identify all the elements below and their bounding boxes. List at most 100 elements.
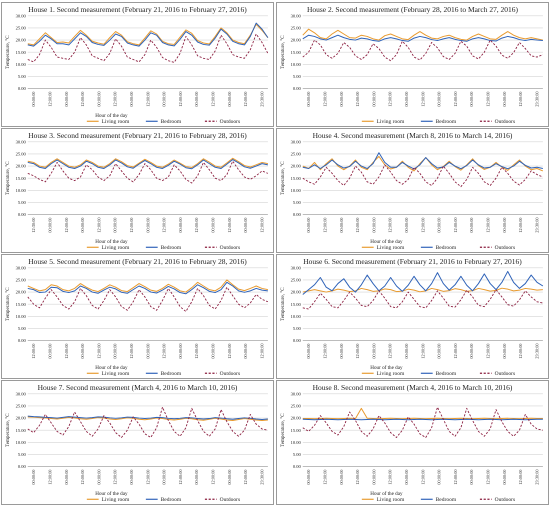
y-tick-label: 30.00 — [291, 391, 302, 396]
x-tick-label: 00:00:00 — [227, 470, 232, 485]
x-tick-label: 00:00:00 — [469, 92, 474, 107]
chart-title: House 7. Second measurement (March 4, 20… — [38, 383, 238, 392]
x-tick-label: 00:00:00 — [145, 218, 150, 233]
legend-label: Outdoors — [495, 245, 515, 251]
x-tick-label: 12:00:00 — [64, 344, 69, 359]
x-tick-label: 12:00:00 — [388, 344, 393, 359]
y-axis-label: Temperature, °C — [279, 161, 286, 195]
series-line-outdoors — [27, 406, 268, 438]
series-line-living-room — [302, 407, 543, 420]
y-tick-label: 15.00 — [16, 428, 27, 433]
x-tick-label: 00:00:00 — [113, 218, 118, 233]
y-tick-label: 15.00 — [291, 428, 302, 433]
legend-label: Bedroom — [436, 371, 457, 377]
legend-label: Living room — [377, 497, 405, 503]
x-tick-label: 12:00:00 — [259, 218, 264, 233]
y-tick-label: 20.00 — [291, 164, 302, 169]
x-tick-label: 12:00:00 — [113, 470, 118, 485]
x-tick-label: 12:00:00 — [31, 344, 36, 359]
x-tick-label: 00:00:00 — [129, 92, 134, 107]
x-tick-label: 00:00:00 — [80, 218, 85, 233]
chart-panel-house-6: House 6. Second measurement (February 21… — [276, 254, 549, 379]
y-tick-label: 5.00 — [18, 326, 27, 331]
x-tick-label: 00:00:00 — [306, 344, 311, 359]
chart-panel-house-7: House 7. Second measurement (March 4, 20… — [1, 380, 274, 505]
x-tick-label: 00:00:00 — [178, 344, 183, 359]
legend-label: Living room — [102, 119, 130, 125]
y-tick-label: 30.00 — [16, 265, 27, 270]
x-tick-label: 00:00:00 — [339, 344, 344, 359]
x-tick-label: 00:00:00 — [306, 470, 311, 485]
chart-title: House 8. Second measurement (March 4, 20… — [313, 383, 513, 392]
legend-label: Living room — [377, 371, 405, 377]
series-line-outdoors — [27, 33, 269, 63]
chart-panel-house-4: House 4. Second measurement (March 8, 20… — [276, 128, 549, 253]
series-line-bedroom — [27, 22, 269, 47]
legend-label: Outdoors — [495, 119, 515, 125]
chart-panel-house-3: House 3. Second measurement (February 21… — [1, 128, 274, 253]
x-tick-label: 23:30:00 — [259, 92, 264, 107]
x-tick-label: 12:00:00 — [145, 470, 150, 485]
chart-title: House 2. Second measurement (February 28… — [307, 5, 518, 14]
y-tick-label: 15.00 — [291, 302, 302, 307]
x-tick-label: 00:00:00 — [80, 344, 85, 359]
legend-label: Bedroom — [161, 245, 182, 251]
x-tick-label: 12:00:00 — [129, 218, 134, 233]
x-tick-label: 12:00:00 — [227, 218, 232, 233]
x-tick-label: 00:00:00 — [404, 470, 409, 485]
y-axis-label: Temperature, °C — [4, 413, 11, 447]
x-tick-label: 00:00:00 — [437, 470, 442, 485]
x-tick-label: 12:00:00 — [322, 344, 327, 359]
x-tick-label: 00:00:00 — [404, 218, 409, 233]
x-tick-label: 12:00:00 — [355, 92, 360, 107]
x-tick-label: 00:00:00 — [178, 218, 183, 233]
legend-label: Living room — [102, 371, 130, 377]
x-tick-label: 12:00:00 — [194, 344, 199, 359]
x-tick-label: 12:00:00 — [453, 92, 458, 107]
x-tick-label: 12:00:00 — [453, 470, 458, 485]
chart-panel-house-5: House 5. Second measurement (February 21… — [1, 254, 274, 379]
legend-label: Outdoors — [220, 245, 240, 251]
x-tick-label: 23:30:00 — [534, 92, 539, 107]
series-line-outdoors — [27, 286, 269, 312]
chart-svg: House 7. Second measurement (March 4, 20… — [4, 383, 268, 503]
series-line-bedroom — [302, 152, 543, 170]
chart-panel-house-2: House 2. Second measurement (February 28… — [276, 2, 549, 127]
x-tick-label: 12:00:00 — [518, 218, 523, 233]
legend-label: Outdoors — [495, 371, 515, 377]
x-tick-label: 12:00:00 — [518, 470, 523, 485]
y-tick-label: 10.00 — [16, 188, 27, 193]
x-tick-label: 00:00:00 — [243, 218, 248, 233]
y-tick-label: 15.00 — [291, 50, 302, 55]
series-line-bedroom — [27, 159, 268, 170]
x-tick-label: 00:00:00 — [404, 92, 409, 107]
x-tick-label: 23:30:00 — [534, 218, 539, 233]
chart-panel-house-1: House 1. Second measurement (February 21… — [1, 2, 274, 127]
x-tick-label: 12:00:00 — [80, 92, 85, 107]
x-axis-label: Hour of the day — [95, 112, 128, 119]
chart-svg: House 3. Second measurement (February 21… — [4, 131, 269, 251]
y-tick-label: 5.00 — [293, 326, 302, 331]
x-tick-label: 12:00:00 — [355, 218, 360, 233]
series-line-bedroom — [27, 415, 268, 421]
series-line-living-room — [27, 157, 268, 169]
y-tick-label: 30.00 — [291, 13, 302, 18]
series-line-outdoors — [302, 289, 543, 310]
legend-label: Bedroom — [161, 119, 182, 125]
x-axis-label: Hour of the day — [370, 364, 403, 371]
chart-svg: House 6. Second measurement (February 21… — [279, 257, 544, 377]
y-tick-label: 10.00 — [16, 314, 27, 319]
series-line-outdoors — [302, 39, 544, 62]
x-tick-label: 12:00:00 — [322, 92, 327, 107]
x-tick-label: 00:00:00 — [502, 92, 507, 107]
x-axis-label: Hour of the day — [370, 238, 403, 245]
x-tick-label: 00:00:00 — [371, 344, 376, 359]
legend-label: Living room — [377, 245, 405, 251]
x-axis-label: Hour of the day — [95, 238, 128, 245]
series-line-outdoors — [302, 164, 544, 188]
x-tick-label: 00:00:00 — [47, 344, 52, 359]
x-tick-label: 00:00:00 — [437, 92, 442, 107]
x-tick-label: 00:00:00 — [306, 218, 311, 233]
x-tick-label: 00:00:00 — [64, 470, 69, 485]
y-tick-label: 25.00 — [16, 404, 27, 409]
